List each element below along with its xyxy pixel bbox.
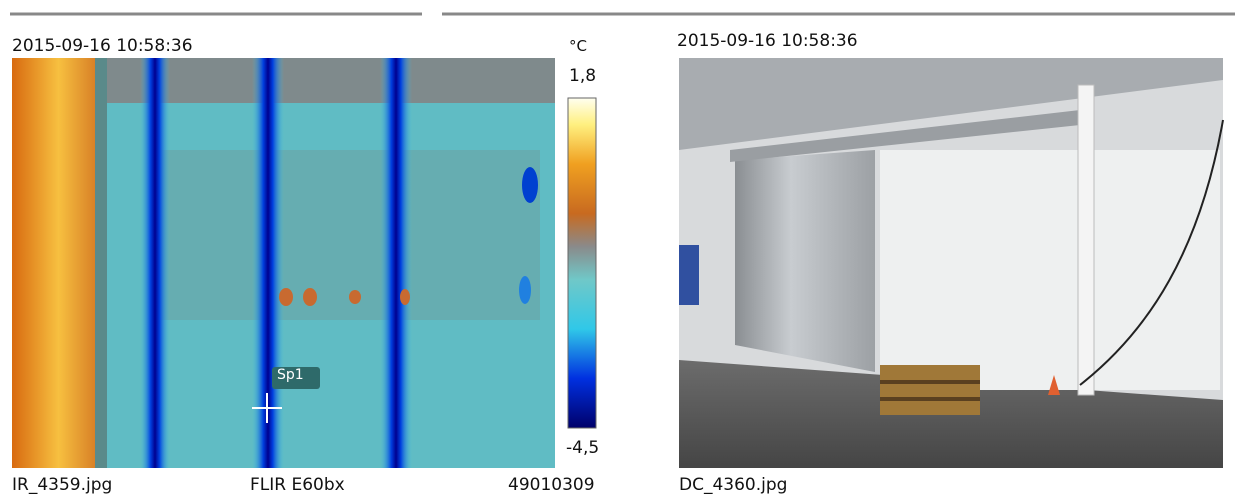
- color-scale: [567, 97, 597, 429]
- spot-label: Sp1: [277, 367, 304, 383]
- ir-timestamp: 2015-09-16 10:58:36: [12, 36, 193, 56]
- scale-max: 1,8: [569, 66, 596, 86]
- thermal-image: [12, 58, 555, 468]
- photo-timestamp: 2015-09-16 10:58:36: [677, 31, 858, 51]
- scale-min: -4,5: [566, 438, 599, 458]
- ir-filename: IR_4359.jpg: [12, 475, 112, 494]
- camera-model: FLIR E60bx: [250, 475, 345, 494]
- camera-serial: 49010309: [508, 475, 595, 494]
- photo-filename: DC_4360.jpg: [679, 475, 787, 494]
- unit-label: °C: [569, 37, 587, 55]
- photo-image: [679, 58, 1224, 468]
